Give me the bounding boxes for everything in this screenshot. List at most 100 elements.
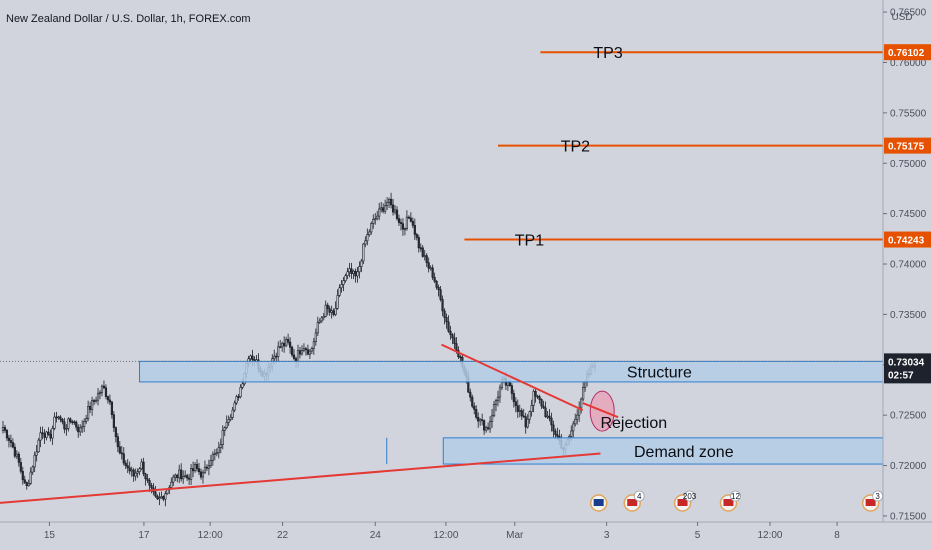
level-label: TP1 bbox=[515, 233, 544, 250]
candle bbox=[574, 413, 577, 427]
candle bbox=[540, 398, 543, 410]
event-icon[interactable]: 4 bbox=[623, 490, 645, 512]
zone-label: Demand zone bbox=[634, 444, 734, 461]
candle bbox=[403, 227, 407, 236]
candle-body bbox=[237, 396, 240, 398]
candle-body bbox=[512, 393, 515, 402]
candle bbox=[546, 411, 549, 419]
flag-icon bbox=[723, 499, 734, 506]
y-tick-label: 0.75500 bbox=[890, 108, 927, 119]
candle-body bbox=[554, 430, 557, 436]
x-tick-label: 24 bbox=[370, 530, 382, 541]
candle-body bbox=[1, 427, 5, 431]
y-tick-label: 0.75000 bbox=[890, 159, 927, 170]
candle-body bbox=[188, 477, 191, 480]
event-icon[interactable]: 12 bbox=[719, 490, 741, 512]
candle bbox=[378, 202, 381, 221]
candle bbox=[237, 393, 240, 401]
candle bbox=[79, 424, 82, 436]
event-icon[interactable]: 3 bbox=[861, 490, 884, 512]
candle-body bbox=[477, 416, 480, 422]
candle bbox=[102, 380, 106, 390]
candle bbox=[338, 284, 341, 298]
candle-body bbox=[419, 247, 422, 250]
candle-body bbox=[21, 471, 24, 481]
candle bbox=[582, 381, 585, 402]
candle bbox=[231, 406, 234, 420]
candle-body bbox=[100, 385, 104, 393]
candle-body bbox=[110, 401, 113, 416]
candle-body bbox=[9, 440, 13, 443]
zone-0[interactable] bbox=[139, 360, 884, 383]
candle bbox=[239, 384, 242, 399]
candle-body bbox=[186, 475, 189, 479]
candle bbox=[106, 395, 110, 404]
y-tick-label: 0.76000 bbox=[890, 58, 927, 69]
candle bbox=[21, 466, 24, 485]
candle bbox=[376, 210, 379, 221]
candle-body bbox=[437, 286, 440, 291]
candle-body bbox=[98, 392, 102, 395]
candle-body bbox=[114, 427, 117, 438]
candle-body bbox=[298, 350, 302, 355]
candle bbox=[160, 491, 163, 499]
candle-body bbox=[170, 481, 173, 488]
candle-body bbox=[368, 231, 371, 236]
candle-body bbox=[197, 468, 201, 473]
candle bbox=[96, 388, 100, 406]
candle bbox=[197, 462, 201, 475]
candle bbox=[9, 434, 13, 448]
candle bbox=[441, 295, 444, 317]
candle-body bbox=[340, 284, 343, 289]
candle-body bbox=[211, 454, 214, 461]
candle bbox=[433, 272, 436, 284]
candle bbox=[27, 479, 30, 487]
event-badge bbox=[730, 490, 741, 502]
event-icon[interactable]: 203 bbox=[673, 490, 697, 512]
candle bbox=[67, 417, 70, 432]
candle-body bbox=[409, 217, 412, 222]
trendline-support[interactable] bbox=[0, 452, 601, 504]
price-axis[interactable] bbox=[883, 0, 932, 550]
candle-body bbox=[85, 418, 88, 422]
candle bbox=[122, 447, 125, 466]
candle bbox=[324, 300, 327, 318]
candle-body bbox=[116, 436, 119, 448]
candle-body bbox=[429, 267, 432, 270]
candle-body bbox=[356, 271, 359, 277]
candle-body bbox=[328, 308, 331, 313]
candle bbox=[360, 258, 363, 273]
candle-body bbox=[550, 417, 553, 426]
candle-body bbox=[332, 310, 335, 315]
candle-body bbox=[124, 462, 127, 466]
candle-body bbox=[160, 496, 163, 499]
candle bbox=[114, 426, 117, 443]
event-icon[interactable] bbox=[589, 494, 608, 512]
candle-body bbox=[215, 452, 218, 455]
candle-body bbox=[391, 204, 395, 213]
candle bbox=[481, 413, 484, 426]
candle-body bbox=[496, 396, 500, 401]
candle bbox=[178, 464, 181, 483]
candle-body bbox=[508, 381, 511, 386]
flag-icon bbox=[627, 499, 638, 506]
candle-body bbox=[530, 405, 533, 413]
x-tick-label: 12:00 bbox=[433, 530, 458, 541]
candle bbox=[512, 389, 515, 408]
candle-body bbox=[61, 419, 64, 423]
candle bbox=[312, 338, 315, 355]
candle-body bbox=[164, 493, 167, 500]
level-label: TP3 bbox=[593, 45, 622, 62]
candle-body bbox=[411, 220, 414, 226]
trendline-resistance[interactable] bbox=[441, 343, 584, 412]
candle-body bbox=[195, 464, 199, 470]
candle-body bbox=[138, 468, 141, 472]
candle-body bbox=[540, 399, 543, 407]
candle-body bbox=[360, 260, 363, 267]
candle bbox=[473, 402, 476, 415]
candle-body bbox=[366, 234, 369, 242]
candle bbox=[90, 396, 94, 416]
candle-body bbox=[47, 431, 50, 435]
